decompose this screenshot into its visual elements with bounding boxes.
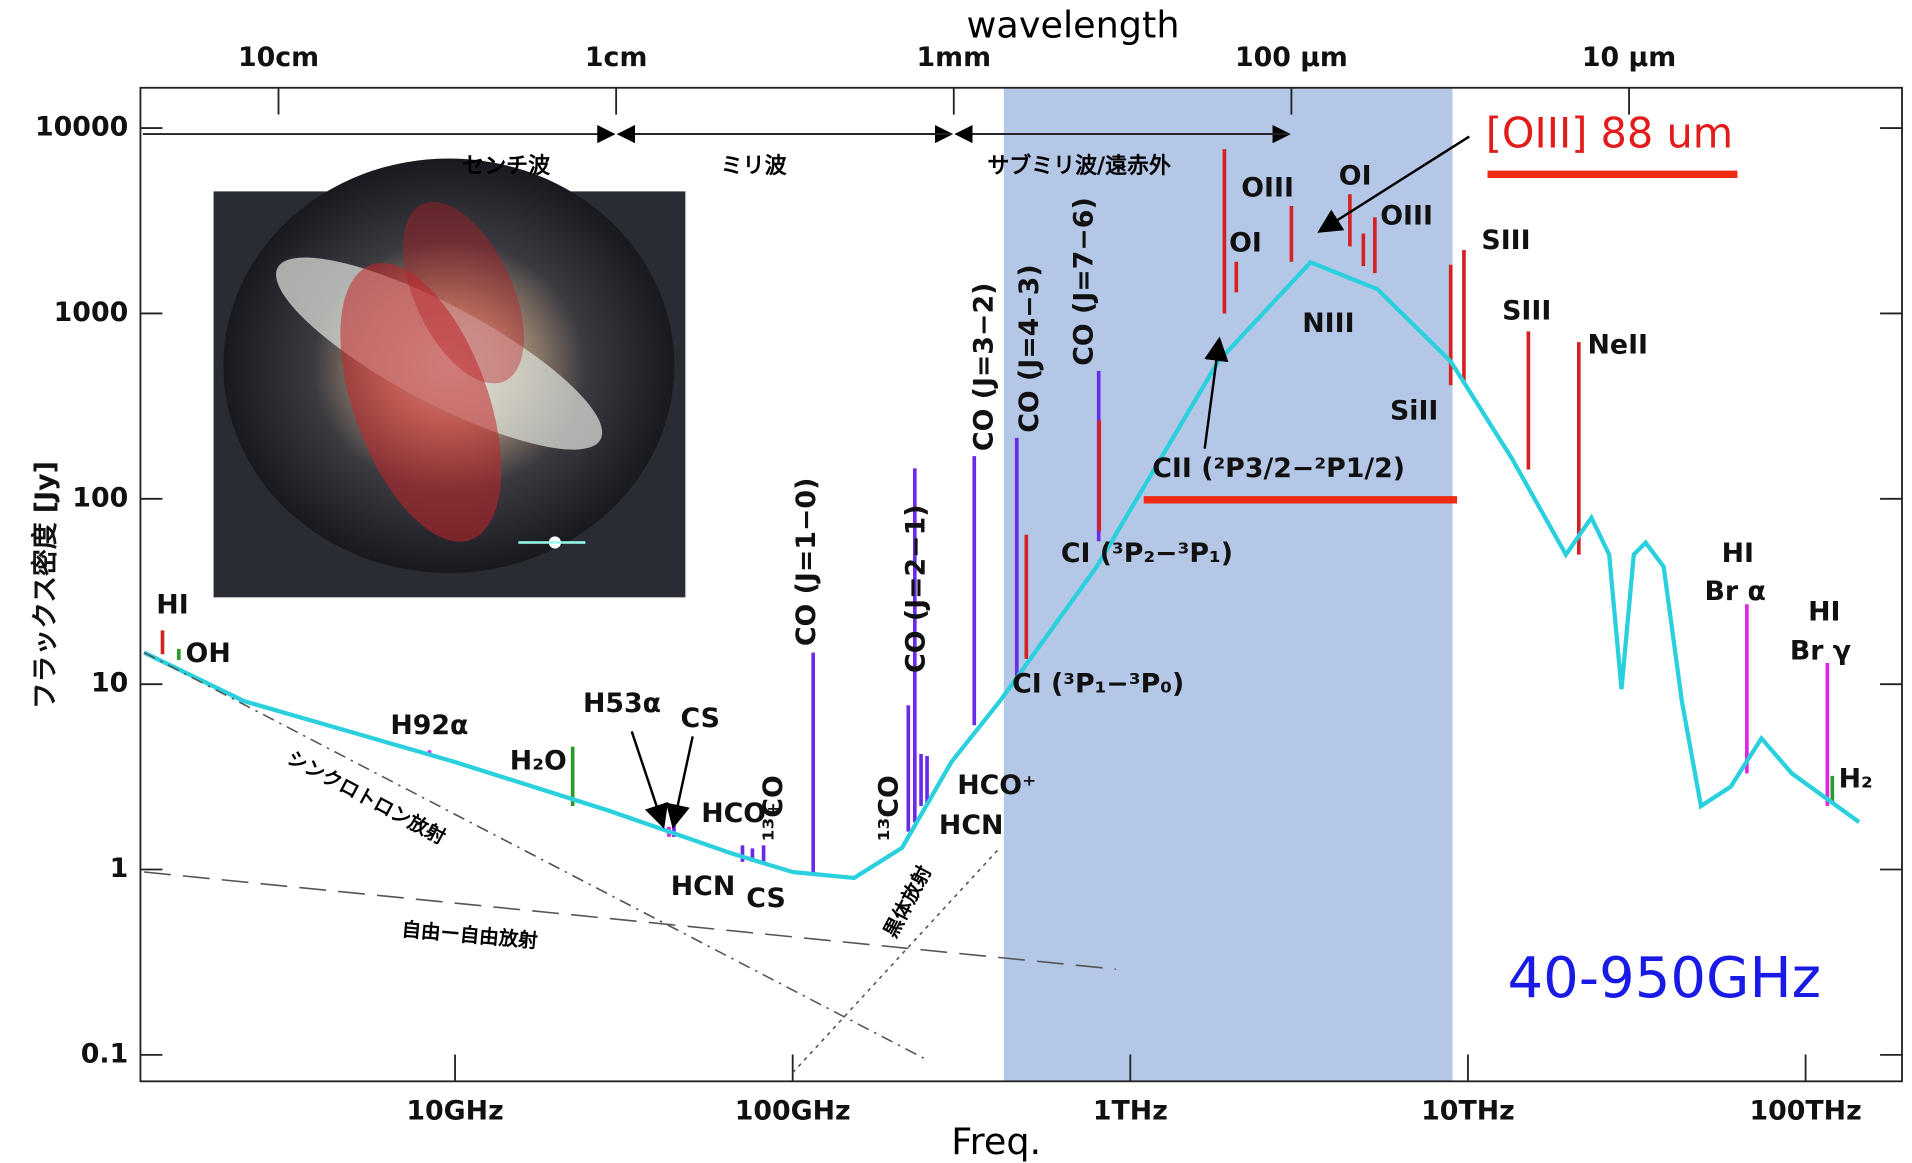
arrow — [632, 731, 664, 826]
line-label: H₂ — [1839, 764, 1873, 795]
y-tick-label: 10 — [91, 668, 128, 699]
line-label: CO (J=7−6) — [1069, 197, 1100, 365]
line-label: OIII — [1380, 200, 1433, 231]
x2-tick-label: 1cm — [585, 42, 647, 73]
x-tick-label: 100GHz — [735, 1095, 851, 1126]
line-label: CII (²P3/2−²P1/2) — [1152, 453, 1405, 484]
line-label: CO (J=1−0) — [791, 478, 822, 646]
x2-tick-label: 10 μm — [1582, 42, 1676, 73]
line-label: HCN — [671, 871, 736, 902]
component-label: シンクロトロン放射 — [284, 746, 450, 849]
line-label: H92α — [390, 710, 468, 741]
component-label: 黒体放射 — [879, 861, 936, 941]
y-tick-label: 100 — [72, 482, 128, 513]
y-tick-label: 1 — [110, 853, 129, 884]
x-axis-title: Freq. — [951, 1120, 1041, 1163]
band-label: サブミリ波/遠赤外 — [987, 153, 1171, 179]
arrow — [673, 736, 693, 826]
line-label: ¹³CO — [758, 775, 789, 841]
component-curve — [144, 653, 927, 1060]
line-label: OI — [1339, 160, 1372, 191]
line-label: HCO⁺ — [957, 770, 1036, 801]
line-label: OH — [186, 638, 231, 669]
line-label: ¹³CO — [874, 775, 905, 841]
component-curve — [793, 848, 1000, 1073]
line-label: HCN — [939, 810, 1004, 841]
band-label: センチ波 — [462, 154, 550, 179]
x-tick-label: 10GHz — [406, 1095, 503, 1126]
x2-axis-title: wavelength — [967, 3, 1180, 46]
x2-tick-label: 10cm — [238, 42, 319, 73]
line-label: NIII — [1302, 308, 1354, 339]
line-label: Br γ — [1790, 636, 1851, 667]
band-note: 40-950GHz — [1507, 946, 1821, 1011]
callout: [OIII] 88 um — [1486, 110, 1733, 158]
line-label: H53α — [583, 688, 661, 719]
line-label: OIII — [1241, 172, 1294, 203]
x-tick-label: 10THz — [1421, 1095, 1515, 1126]
chart: 0.1 1 10 100 1000 10000 10GHz 100GHz 1THz 10THz 10… — [0, 0, 1912, 1163]
line-label: SIII — [1502, 296, 1551, 327]
line-label: SiII — [1390, 396, 1438, 427]
line-label: CS — [680, 703, 719, 734]
component-curve — [144, 872, 1116, 969]
line-label: CO (J=4−3) — [1014, 264, 1045, 432]
line-label: OI — [1229, 227, 1262, 258]
line-label: SIII — [1481, 225, 1530, 256]
line-label: NeII — [1587, 330, 1648, 361]
band-label: ミリ波 — [721, 154, 787, 179]
line-label: CO (J=3−2) — [969, 283, 1000, 451]
y-tick-label: 1000 — [54, 297, 129, 328]
line-label: HI — [1722, 538, 1754, 569]
x2-tick-label: 1mm — [917, 42, 992, 73]
line-label: CS — [746, 883, 785, 914]
x2-tick-label: 100 μm — [1235, 42, 1348, 73]
line-label: CI (³P₂−³P₁) — [1061, 538, 1233, 569]
x-tick-label: 100THz — [1749, 1095, 1861, 1126]
line-label: HI — [1808, 597, 1840, 628]
line-label: H₂O — [510, 745, 567, 776]
line-label: HI — [156, 589, 188, 620]
x-tick-label: 1THz — [1093, 1095, 1168, 1126]
galaxy-image — [214, 158, 686, 597]
line-label: CO (J=2−1) — [900, 504, 931, 672]
y-tick-label: 10000 — [35, 112, 128, 143]
line-label: Br α — [1705, 576, 1766, 607]
y-tick-label: 0.1 — [81, 1038, 128, 1069]
line-label: CI (³P₁−³P₀) — [1012, 669, 1184, 700]
y-axis-title: フラックス密度 [Jy] — [29, 461, 61, 709]
component-label: 自由ー自由放射 — [401, 918, 539, 953]
